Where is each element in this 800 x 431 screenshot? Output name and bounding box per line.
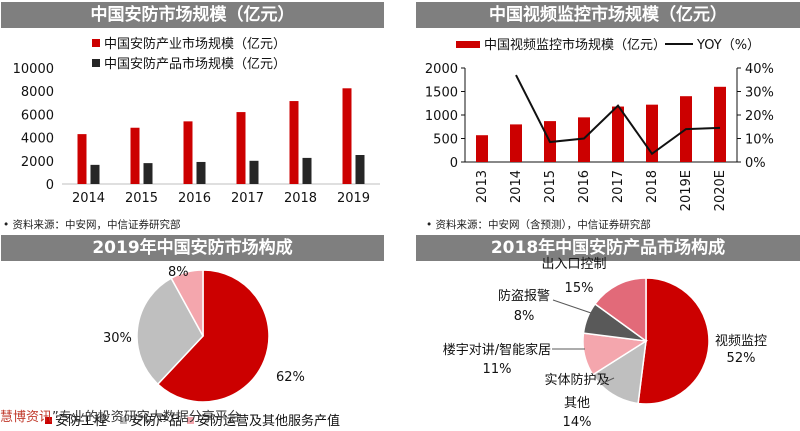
bar-video-2016 xyxy=(578,117,590,162)
bar-product-2014 xyxy=(90,164,100,184)
y-tick-label: 6000 xyxy=(21,108,54,123)
slice-label: 楼宇对讲/智能家居 xyxy=(443,342,551,358)
bar-product-2015 xyxy=(143,163,153,184)
slice-label: 52% xyxy=(727,351,756,366)
bar-product-2016 xyxy=(196,161,206,184)
y-tick-label: 0 xyxy=(46,178,54,193)
legend-swatch-1 xyxy=(120,417,127,424)
watermark-brand: 慧博资讯 xyxy=(0,410,53,425)
legend-swatch-2 xyxy=(187,417,194,424)
composition-slice-1 xyxy=(136,277,204,386)
legend-swatch-0 xyxy=(45,417,52,424)
bar-video-2018 xyxy=(646,104,658,162)
legend-label: 安防运营及其他服务产值 xyxy=(197,413,340,429)
bar-video-2017 xyxy=(612,106,624,162)
bar-industry-2015 xyxy=(130,127,140,184)
x-tick-label: 2014 xyxy=(72,191,105,206)
x-tick-label: 2017 xyxy=(611,170,626,203)
value-label: 30% xyxy=(103,331,132,346)
bar-industry-2014 xyxy=(77,134,87,184)
x-tick-label: 2015 xyxy=(125,191,158,206)
x-tick-label: 2020E xyxy=(713,170,728,211)
slice-label: 11% xyxy=(483,362,512,377)
watermark: 慧博资讯”专业的投资研究大数据分享平台 xyxy=(0,406,241,425)
x-tick-label: 2015 xyxy=(543,170,558,203)
x-tick-label: 2019 xyxy=(337,191,370,206)
legend-label-industry: 中国安防产业市场规模（亿元） xyxy=(104,36,286,52)
panel-title-2018-product-composition: 2018年中国安防产品市场构成 xyxy=(416,235,800,261)
y-tick-label: 8000 xyxy=(21,85,54,100)
slice-label: 其他 xyxy=(564,396,590,411)
source-note-left: • 资料来源：中安网，中信证券研究部 xyxy=(3,219,181,231)
value-label: 62% xyxy=(276,370,305,385)
legend-label: 安防工程 xyxy=(55,413,107,429)
y2-tick-label: 20% xyxy=(745,109,774,124)
x-tick-label: 2017 xyxy=(231,191,264,206)
legend-swatch-product xyxy=(92,59,100,67)
slice-label: 15% xyxy=(565,281,594,296)
x-tick-label: 2014 xyxy=(509,170,524,203)
x-tick-label: 2013 xyxy=(475,170,490,203)
product-slice-4 xyxy=(593,277,647,343)
slice-label: 防盗报警 xyxy=(498,288,550,304)
bar-industry-2017 xyxy=(236,112,246,184)
x-tick-label: 2018 xyxy=(645,170,660,203)
bar-product-2018 xyxy=(302,157,312,184)
x-tick-label: 2016 xyxy=(577,170,592,203)
y-tick-label: 0 xyxy=(450,156,458,171)
slice-label: 14% xyxy=(563,415,592,430)
value-label: 8% xyxy=(168,265,189,280)
y-tick-label: 4000 xyxy=(21,132,54,147)
legend-label-product: 中国安防产品市场规模（亿元） xyxy=(104,56,286,72)
source-note-right: • 资料来源：中安网（含预测），中信证券研究部 xyxy=(426,219,651,231)
legend-label-video: 中国视频监控市场规模（亿元） xyxy=(484,37,666,53)
slice-label: 8% xyxy=(514,309,535,324)
x-tick-label: 2018 xyxy=(284,191,317,206)
legend-label: 安防产品 xyxy=(130,413,182,429)
composition-slice-0 xyxy=(156,269,270,403)
product-slice-0 xyxy=(637,277,710,405)
bar-video-2014 xyxy=(510,124,522,162)
y-tick-label: 1500 xyxy=(425,86,458,101)
legend-label-yoy: YOY（%） xyxy=(696,38,760,53)
y-tick-label: 500 xyxy=(433,133,458,148)
y2-tick-label: 30% xyxy=(745,86,774,101)
leader-line xyxy=(552,299,595,315)
y2-tick-label: 40% xyxy=(745,62,774,77)
leader-line xyxy=(600,377,615,385)
product-slice-1 xyxy=(591,339,647,405)
y-tick-label: 10000 xyxy=(13,62,54,77)
y-tick-label: 1000 xyxy=(425,109,458,124)
slice-label: 出入口控制 xyxy=(541,257,606,272)
bar-video-2013 xyxy=(476,135,488,162)
bar-product-2017 xyxy=(249,160,259,184)
legend-swatch-industry xyxy=(92,39,100,47)
yoy-line xyxy=(515,74,721,156)
y-tick-label: 2000 xyxy=(425,62,458,77)
bar-video-2020E xyxy=(714,86,726,162)
x-tick-label: 2016 xyxy=(178,191,211,206)
bar-industry-2019 xyxy=(342,88,352,184)
y-tick-label: 2000 xyxy=(21,155,54,170)
panel-title-video-surveillance: 中国视频监控市场规模（亿元） xyxy=(416,2,800,28)
composition-slice-2 xyxy=(170,269,204,337)
bar-industry-2016 xyxy=(183,121,193,184)
y2-tick-label: 0% xyxy=(745,156,766,171)
bar-industry-2018 xyxy=(289,101,299,184)
watermark-text: ”专业的投资研究大数据分享平台 xyxy=(52,410,241,425)
legend-swatch-video xyxy=(456,41,480,48)
panel-title-2019-composition: 2019年中国安防市场构成 xyxy=(1,235,384,261)
panel-title-security-market: 中国安防市场规模（亿元） xyxy=(1,2,384,28)
bar-product-2019 xyxy=(355,155,365,184)
y2-tick-label: 10% xyxy=(745,133,774,148)
x-tick-label: 2019E xyxy=(679,170,694,211)
slice-label: 视频监控 xyxy=(715,334,767,349)
slice-label: 实体防护及 xyxy=(544,372,609,388)
